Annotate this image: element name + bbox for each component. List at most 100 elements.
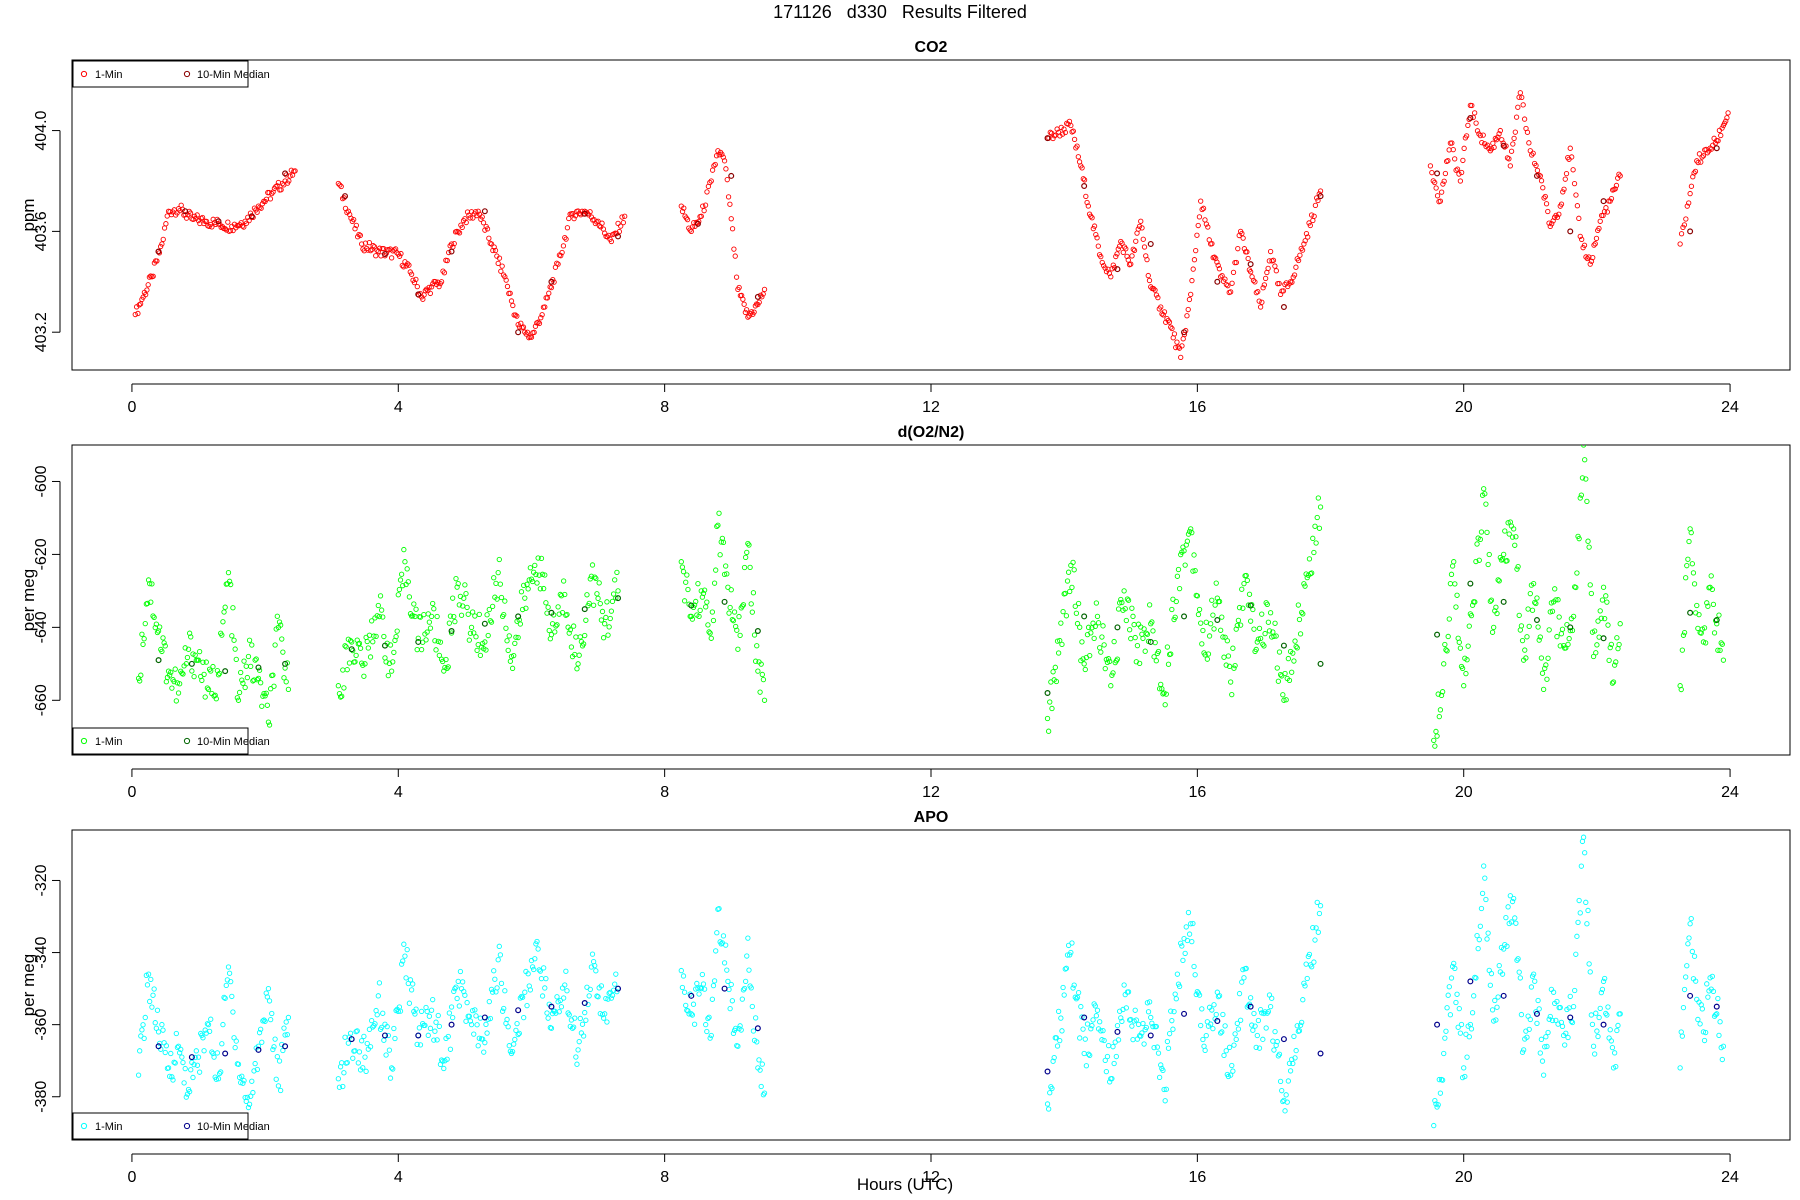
one-min-point (570, 623, 577, 629)
one-min-point (1229, 1062, 1235, 1069)
one-min-point (437, 639, 444, 645)
one-min-point (679, 984, 686, 991)
one-min-point (205, 686, 212, 693)
legend-median-marker (183, 70, 191, 78)
one-min-point (339, 1060, 345, 1066)
x-tick-label: 12 (922, 399, 940, 416)
one-min-point (209, 1049, 215, 1055)
one-min-point (506, 1043, 512, 1049)
one-min-point (285, 686, 292, 693)
one-min-point (1310, 924, 1316, 931)
one-min-point (205, 1022, 212, 1028)
one-min-point (378, 1024, 385, 1031)
one-min-point (335, 180, 342, 187)
median-point (1081, 1014, 1088, 1021)
one-min-point (268, 1016, 274, 1023)
one-min-point (1121, 982, 1127, 988)
one-min-point (1159, 686, 1165, 692)
median-point (188, 1054, 195, 1061)
one-min-point (493, 580, 499, 587)
one-min-point (1494, 1004, 1500, 1010)
one-min-point (1585, 907, 1591, 914)
one-min-point (376, 613, 383, 620)
one-min-point (264, 994, 270, 1000)
one-min-point (582, 632, 588, 639)
one-min-point (614, 988, 620, 995)
median-point (615, 233, 622, 240)
median-point (1434, 631, 1441, 638)
one-min-point (1522, 647, 1528, 653)
one-min-point (1486, 551, 1492, 558)
one-min-point (436, 1023, 443, 1030)
one-min-point (1596, 1014, 1602, 1021)
one-min-point (1141, 1041, 1147, 1047)
one-min-point (1530, 580, 1537, 587)
one-min-point (393, 633, 399, 640)
one-min-point (1689, 948, 1695, 955)
one-min-point (1236, 604, 1243, 611)
data-points (135, 834, 1727, 1129)
one-min-point (522, 989, 528, 995)
one-min-point (471, 1031, 477, 1037)
one-min-point (1111, 1060, 1117, 1067)
one-min-point (553, 623, 559, 629)
y-tick-label: -640 (33, 611, 50, 643)
one-min-point (1239, 586, 1245, 592)
one-min-point (534, 938, 540, 945)
one-min-point (1296, 1028, 1303, 1034)
one-min-point (600, 635, 607, 641)
one-min-point (144, 982, 151, 988)
one-min-point (525, 971, 531, 977)
one-min-point (1466, 116, 1472, 122)
one-min-point (557, 591, 563, 598)
one-min-point (426, 284, 432, 291)
median-point (1044, 135, 1051, 142)
one-min-point (745, 314, 751, 320)
legend-one-min-label: 1-Min (95, 69, 123, 81)
one-min-point (608, 238, 615, 245)
one-min-point (191, 1061, 197, 1068)
one-min-point (292, 168, 298, 174)
one-min-point (152, 1020, 158, 1026)
one-min-point (383, 659, 389, 665)
one-min-point (462, 992, 468, 998)
one-min-point (1128, 635, 1134, 642)
one-min-point (614, 569, 620, 576)
one-min-point (1545, 208, 1551, 215)
one-min-point (1439, 189, 1445, 195)
one-min-point (1433, 1101, 1439, 1107)
one-min-point (1511, 135, 1517, 142)
one-min-point (1256, 298, 1262, 304)
one-min-point (1314, 899, 1320, 906)
one-min-point (700, 590, 707, 597)
one-min-point (1059, 131, 1066, 137)
one-min-point (596, 223, 603, 229)
one-min-point (454, 584, 460, 590)
one-min-point (1143, 630, 1149, 636)
one-min-point (1190, 266, 1196, 272)
median-point (1181, 613, 1188, 620)
one-min-point (1570, 1003, 1577, 1010)
one-min-point (761, 286, 768, 292)
one-min-point (605, 996, 611, 1002)
one-min-point (390, 1066, 396, 1072)
one-min-point (1191, 257, 1198, 263)
one-min-point (1590, 1043, 1597, 1049)
x-tick-label: 8 (660, 399, 669, 416)
one-min-point (1723, 118, 1729, 124)
one-min-point (731, 609, 738, 615)
one-min-point (1088, 213, 1094, 219)
one-min-point (337, 694, 344, 700)
one-min-point (468, 624, 475, 631)
one-min-point (450, 595, 456, 601)
one-min-point (737, 632, 743, 639)
one-min-point (558, 253, 564, 259)
one-min-point (701, 986, 708, 992)
one-min-point (497, 581, 504, 587)
one-min-point (1617, 1011, 1623, 1017)
one-min-point (1080, 176, 1086, 182)
one-min-point (1074, 994, 1081, 1000)
one-min-point (599, 608, 606, 615)
one-min-point (229, 633, 235, 639)
one-min-point (688, 613, 694, 620)
